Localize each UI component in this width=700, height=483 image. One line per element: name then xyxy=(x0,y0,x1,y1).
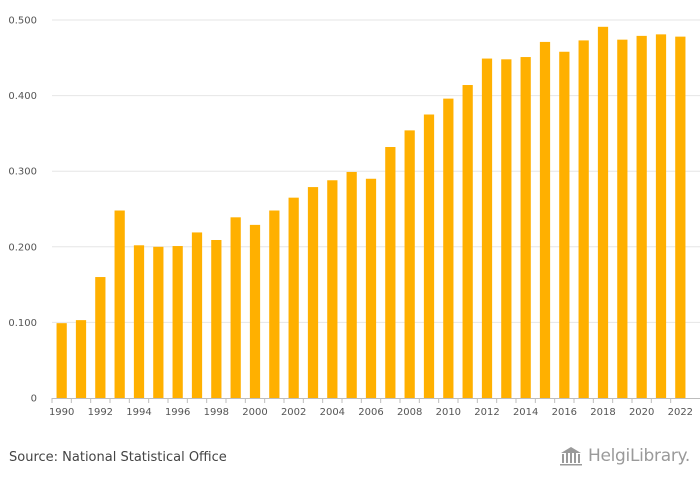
brand-logo: HelgiLibrary. xyxy=(558,446,690,466)
bar xyxy=(307,187,319,398)
x-tick-label: 1990 xyxy=(49,407,74,418)
bar xyxy=(56,323,67,398)
x-tick-label: 1996 xyxy=(165,407,190,418)
bar xyxy=(75,320,87,398)
bar xyxy=(211,239,222,398)
y-tick-label: 0.200 xyxy=(8,242,37,253)
y-tick-label: 0.500 xyxy=(8,16,37,27)
x-tick-label: 1994 xyxy=(126,407,151,418)
x-tick-label: 2014 xyxy=(513,407,538,418)
y-tick-label: 0.100 xyxy=(8,318,37,329)
bar xyxy=(559,51,570,398)
library-building-icon xyxy=(559,447,582,466)
x-tick-label: 2008 xyxy=(397,407,422,418)
x-axis-tick-labels: 1990 1992 1994 1996 1998 2000 2002 2004 2006 2008… xyxy=(49,407,693,418)
bar xyxy=(269,210,280,398)
bar xyxy=(404,130,415,398)
x-tick-label: 2004 xyxy=(320,407,345,418)
bar xyxy=(520,57,531,398)
bar xyxy=(172,246,183,398)
bar xyxy=(462,85,473,399)
y-tick-label: 0.400 xyxy=(8,91,37,102)
brand-name: HelgiLibrary. xyxy=(587,446,690,466)
x-axis xyxy=(51,398,700,403)
bar xyxy=(288,197,299,398)
bar xyxy=(578,40,589,399)
x-tick-label: 2002 xyxy=(281,407,306,418)
x-tick-label: 2020 xyxy=(629,407,654,418)
bar xyxy=(385,147,396,398)
bar xyxy=(539,41,551,398)
x-tick-label: 2022 xyxy=(668,407,693,418)
x-tick-label: 2010 xyxy=(436,407,461,418)
y-tick-label: 0 xyxy=(31,394,37,405)
bar xyxy=(249,224,261,398)
x-tick-label: 2012 xyxy=(474,407,499,418)
y-tick-label: 0.300 xyxy=(8,167,37,178)
x-tick-label: 2018 xyxy=(590,407,615,418)
bar xyxy=(636,35,647,398)
bar xyxy=(114,210,125,398)
bar xyxy=(675,36,686,399)
bar xyxy=(153,246,164,398)
bar xyxy=(191,232,203,398)
x-tick-label: 2016 xyxy=(552,407,577,418)
x-tick-label: 2006 xyxy=(358,407,383,418)
x-tick-label: 1992 xyxy=(88,407,113,418)
bar xyxy=(617,39,628,398)
bar xyxy=(443,98,454,399)
bar xyxy=(501,59,512,398)
x-tick-label: 2000 xyxy=(242,407,267,418)
bar xyxy=(230,217,241,398)
bar xyxy=(95,277,106,398)
bar xyxy=(346,171,357,398)
bar xyxy=(133,245,145,398)
bar xyxy=(423,114,435,398)
source-note: Source: National Statistical Office xyxy=(9,450,227,465)
bar xyxy=(655,34,667,398)
bar xyxy=(365,178,377,398)
bar xyxy=(327,180,338,398)
bar xyxy=(597,26,609,398)
x-tick-label: 1998 xyxy=(204,407,229,418)
y-axis-tick-labels: 0 0.100 0.200 0.300 0.400 0.500 xyxy=(8,16,37,405)
bar-series xyxy=(56,26,686,399)
bar xyxy=(481,58,493,398)
